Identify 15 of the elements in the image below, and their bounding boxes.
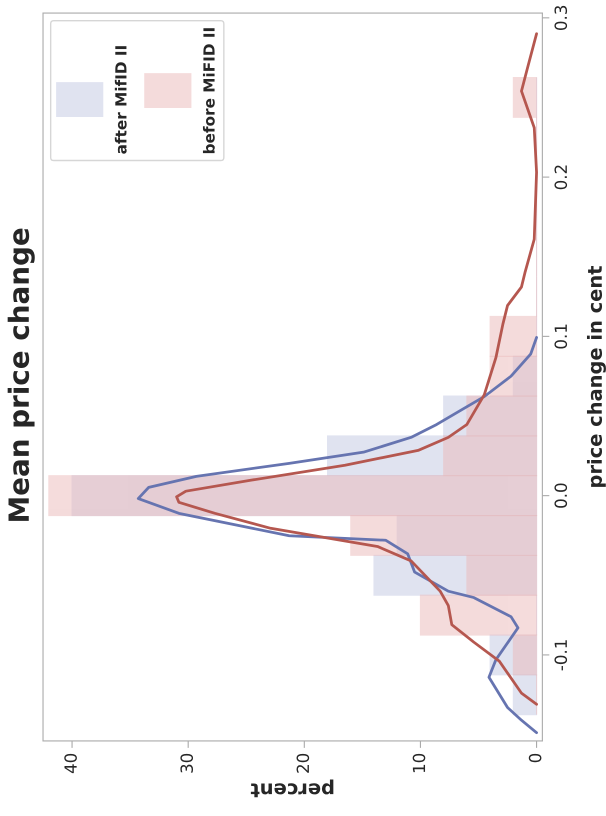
- legend-label: before MiFID II: [202, 28, 215, 154]
- y-tick-label: -0.1: [554, 640, 568, 670]
- y-tick-label: 0.2: [554, 166, 568, 190]
- text: Mean price change: [8, 228, 35, 521]
- x-axis-title: percent: [250, 779, 334, 798]
- legend-label: after MifID II: [114, 46, 127, 154]
- x-tick-label: 40: [64, 754, 77, 774]
- y-tick-label: 0.1: [554, 324, 568, 349]
- x-tick-label: 20: [296, 754, 310, 773]
- y-axis-title: price change in cent: [586, 266, 606, 487]
- x-tick-label: 30: [180, 754, 194, 773]
- y-tick-label: 0.3: [554, 6, 568, 30]
- y-tick-label: 0.0: [554, 484, 568, 508]
- x-tick-label: 0: [528, 754, 542, 762]
- x-tick-label: 10: [412, 754, 426, 772]
